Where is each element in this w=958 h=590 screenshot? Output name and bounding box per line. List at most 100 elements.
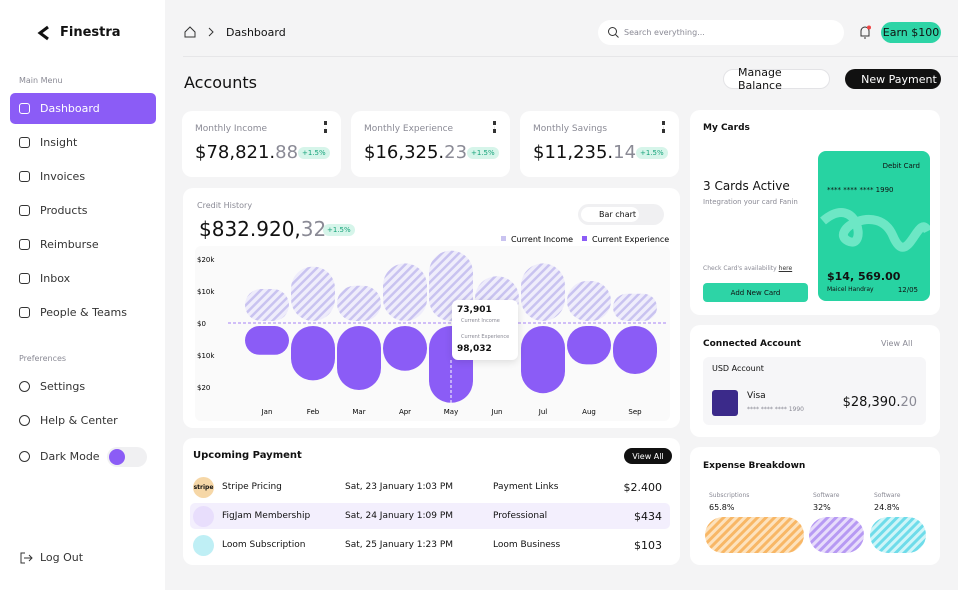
stat-label: Monthly Savings — [533, 124, 608, 134]
nav-item[interactable]: Help & Center — [40, 414, 118, 427]
nav-item[interactable]: People & Teams — [40, 306, 127, 319]
card-thumb — [712, 390, 738, 416]
menu-dots — [324, 121, 327, 133]
view-all[interactable]: View All — [881, 339, 913, 348]
nav-item[interactable]: Dark Mode — [40, 450, 100, 463]
availability-link[interactable]: here — [778, 265, 793, 272]
chart: $20k $10k $0 $10k $20 Jan Feb Mar Apr May Jun Jul Au… — [195, 235, 670, 421]
home-icon[interactable] — [183, 25, 197, 39]
title: Connected Account — [703, 339, 801, 349]
debit-card: Debit Card **** **** **** 1990 $14, 569.… — [818, 151, 930, 301]
nav-item[interactable]: Inbox — [40, 272, 71, 285]
value-decimal: 88 — [275, 142, 299, 163]
x-tick-label: Jul — [538, 408, 548, 416]
tooltip-expense: 98,032 — [457, 344, 492, 354]
card-number: **** **** **** 1990 — [747, 406, 804, 413]
amount-decimal: 20 — [900, 395, 917, 410]
dark-mode-toggle[interactable] — [107, 447, 147, 467]
nav-icon — [19, 171, 30, 182]
logo — [193, 506, 214, 527]
logo: stripe — [193, 477, 214, 498]
bar — [337, 285, 381, 321]
payment-amount: $434 — [634, 510, 662, 523]
bar — [567, 281, 611, 321]
menu-dots — [493, 121, 496, 133]
manage-button[interactable]: Manage Balance — [723, 66, 830, 92]
x-tick-label: Sep — [628, 408, 642, 416]
upcoming-payment: Upcoming Payment View All stripe Stripe P… — [183, 438, 680, 565]
title: My Cards — [703, 123, 750, 133]
logo — [193, 535, 214, 556]
my-cards: My Cards 3 Cards Active Integration your… — [690, 110, 940, 315]
active: 3 Cards Active — [703, 179, 790, 193]
x-tick-label: Jan — [261, 408, 273, 416]
payment-type: Professional — [493, 511, 548, 521]
nav-item[interactable]: Reimburse — [40, 238, 99, 251]
expense-blob — [870, 517, 926, 553]
expense-label: Software — [874, 492, 901, 499]
title: Upcoming Payment — [193, 450, 302, 461]
tooltip-income: 73,901 — [457, 305, 492, 315]
amount-decimal: 32 — [300, 217, 327, 241]
new-payment-button[interactable]: New Payment — [845, 69, 941, 89]
stat-card: Monthly Income $78,821.88 +1.5% — [182, 111, 341, 177]
bar — [613, 293, 657, 321]
account-box: USD Account Visa **** **** **** 1990 $28… — [703, 357, 926, 425]
amount-main: $832.920, — [199, 217, 301, 241]
breadcrumb: Dashboard — [226, 26, 286, 39]
nav-item[interactable]: Dashboard — [40, 102, 100, 115]
page-title: Accounts — [184, 73, 257, 92]
availability: Check Card's availability — [703, 265, 777, 272]
stat-card: Monthly Experience $16,325.23 +1.5% — [351, 111, 510, 177]
nav-item[interactable]: Insight — [40, 136, 78, 149]
legend-swatch — [582, 236, 587, 241]
active-item — [10, 93, 156, 124]
card-number: **** **** **** 1990 — [827, 186, 894, 194]
change: +1.5% — [323, 224, 355, 236]
nav-icon — [19, 103, 30, 114]
x-tick-label: Feb — [307, 408, 320, 416]
view-all[interactable]: View All — [624, 448, 672, 464]
payment-name: FigJam Membership — [222, 511, 311, 521]
stat-change: +1.5% — [298, 147, 330, 159]
logout[interactable]: Log Out — [40, 551, 84, 564]
brand: Finestra — [60, 25, 121, 40]
title: Expense Breakdown — [703, 461, 806, 471]
card-balance: $14, 569.00 — [827, 270, 901, 283]
x-tick-label: Apr — [399, 408, 411, 416]
add-card[interactable]: Add New Card — [703, 283, 808, 302]
toggle-knob — [109, 449, 125, 465]
value-main: $78,821. — [195, 142, 276, 163]
toggle[interactable]: Bar chart — [578, 204, 664, 225]
search[interactable]: Search everything... — [598, 20, 844, 45]
logo-icon — [37, 25, 49, 41]
nav-item[interactable]: Products — [40, 204, 88, 217]
expense-value: 24.8% — [874, 503, 900, 512]
payment-type: Loom Business — [493, 540, 561, 550]
section-label: Preferences — [19, 354, 67, 363]
nav-item[interactable]: Settings — [40, 380, 86, 393]
payment-date: Sat, 25 January 1:23 PM — [345, 540, 454, 550]
toggle-bar[interactable]: Bar chart — [581, 207, 639, 222]
label: Credit History — [197, 201, 253, 210]
value-main: $11,235. — [533, 142, 614, 163]
stat-label: Monthly Experience — [364, 124, 454, 134]
expense-blob — [809, 517, 864, 553]
expense-value: 32% — [813, 503, 831, 512]
payment-date: Sat, 24 January 1:09 PM — [345, 511, 454, 521]
legend-label: Current Experience — [592, 235, 669, 244]
earn-button[interactable]: Earn $100 — [881, 22, 941, 43]
sidebar: Finestra Main Menu Preferences Log Out D… — [0, 0, 165, 590]
nav-icon — [19, 239, 30, 250]
search-icon — [608, 27, 619, 38]
bar — [383, 263, 427, 321]
nav-item[interactable]: Invoices — [40, 170, 86, 183]
x-tick-label: Aug — [582, 408, 596, 416]
stat-value: $11,235.14 — [533, 142, 636, 163]
bar — [291, 326, 335, 381]
logout-icon — [20, 552, 33, 564]
stat-label: Monthly Income — [195, 124, 268, 134]
row-highlight — [190, 503, 670, 529]
bell[interactable] — [858, 25, 872, 40]
